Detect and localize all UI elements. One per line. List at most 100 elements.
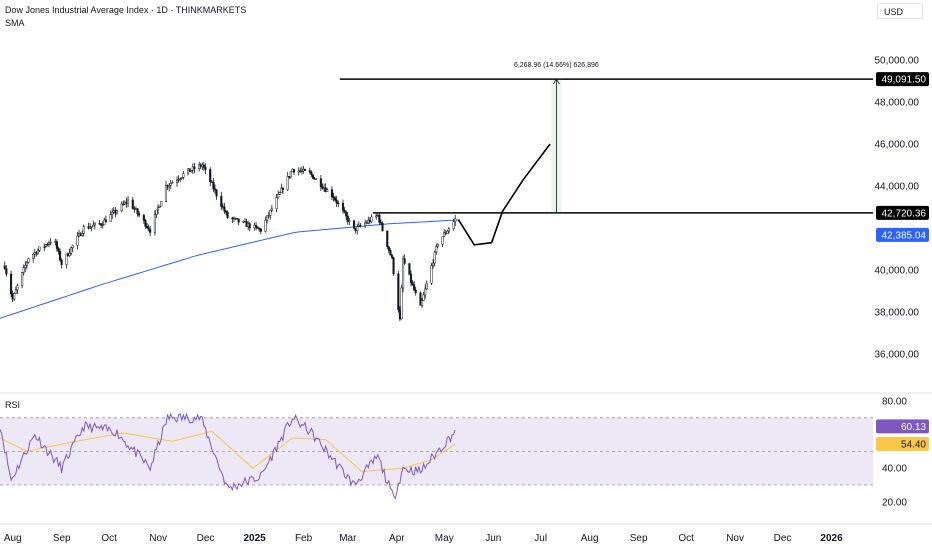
candle-body	[111, 211, 114, 215]
candle-body	[419, 292, 422, 306]
candle-body	[435, 245, 438, 253]
candle-body	[70, 247, 73, 254]
candle-body	[220, 195, 223, 207]
candle-body	[180, 177, 183, 179]
candle-body	[168, 185, 171, 188]
candle-body	[157, 207, 160, 211]
target-price-marker-bg	[876, 72, 929, 87]
rsi-ma-value-marker: 54.40	[901, 440, 926, 451]
candle-body	[389, 250, 392, 256]
candle-body	[454, 218, 457, 222]
rsi-band	[0, 417, 873, 485]
time-tick-label: Sep	[53, 533, 71, 544]
candle-body	[198, 164, 201, 170]
candle-body	[446, 230, 449, 234]
candle-body	[22, 267, 25, 273]
candle-body	[76, 235, 79, 246]
rsi-indicator-label[interactable]: RSI	[5, 400, 21, 410]
candle-body	[142, 215, 145, 221]
time-tick-label: Nov	[149, 533, 167, 544]
candle-body	[202, 164, 205, 168]
candle-body	[215, 189, 218, 197]
candle-body	[332, 196, 335, 199]
candle-body	[177, 179, 180, 181]
candle-body	[32, 253, 35, 259]
candle-body	[345, 211, 348, 217]
candle-body	[356, 226, 359, 232]
candle-body	[402, 258, 405, 289]
candle-body	[25, 262, 28, 266]
candle-body	[158, 205, 161, 208]
candle-body	[65, 253, 68, 265]
currency-selector[interactable]: USD	[877, 3, 923, 19]
candle-body	[341, 203, 345, 211]
candle-body	[270, 208, 273, 211]
candle-body	[364, 222, 367, 227]
candle-body	[60, 259, 63, 265]
candle-body	[182, 173, 185, 178]
candle-body	[21, 272, 24, 287]
time-tick-label: Jul	[534, 533, 547, 544]
candle-body	[188, 168, 191, 172]
time-tick-label: Sep	[630, 533, 648, 544]
time-tick-label: Aug	[4, 533, 22, 544]
candle-body	[24, 265, 27, 268]
sma-indicator-label[interactable]: SMA	[5, 18, 25, 28]
candle-body	[381, 222, 384, 232]
time-tick-label: Aug	[581, 533, 599, 544]
target-price-marker: 49,091.50	[882, 75, 927, 86]
candle-body	[27, 258, 30, 263]
candle-body	[190, 170, 193, 172]
rsi-line	[0, 412, 456, 500]
sma-price-marker-bg	[876, 227, 929, 242]
candle-body	[237, 218, 240, 223]
candle-body	[226, 211, 229, 219]
candle-body	[400, 287, 403, 320]
candle-body	[98, 222, 101, 225]
resistance-price-marker-bg	[876, 205, 929, 220]
candle-body	[144, 220, 147, 227]
candle-body	[43, 246, 46, 248]
candle-body	[425, 282, 428, 290]
projection-path[interactable]	[457, 143, 551, 246]
candle-body	[315, 178, 318, 180]
price-axis-ticks: 50,000.00 48,000.00 46,000.00 44,000.00 40,0…	[875, 56, 920, 361]
candle-body	[387, 246, 390, 251]
candle-body	[92, 224, 95, 227]
price-tick-label: 44,000.00	[875, 182, 920, 193]
candle-body	[13, 293, 16, 300]
candle-body	[175, 179, 179, 183]
candle-body	[433, 251, 436, 264]
price-tick-label: 48,000.00	[875, 98, 920, 109]
price-tick-label: 50,000.00	[875, 56, 920, 67]
rsi-tick-label: 40.00	[882, 464, 907, 475]
candle-body	[224, 210, 228, 213]
candle-body	[36, 250, 39, 255]
candle-body	[392, 257, 395, 274]
candle-body	[447, 228, 450, 232]
candle-body	[353, 220, 356, 229]
candle-body	[397, 273, 400, 311]
candle-body	[275, 197, 278, 210]
candle-body	[44, 244, 47, 247]
candle-body	[300, 170, 303, 172]
rsi-value-marker-bg	[876, 419, 929, 434]
time-tick-label: Mar	[339, 533, 357, 544]
candle-body	[443, 232, 446, 238]
candle-body	[266, 215, 269, 221]
sma-line	[0, 219, 459, 319]
candle-body	[413, 284, 416, 291]
drawing-layer[interactable]: 6,268.96 (14.66%) 626,896	[339, 62, 873, 246]
candle-body	[386, 230, 389, 247]
candle-body	[334, 197, 337, 201]
candle-body	[343, 210, 346, 213]
candle-body	[57, 248, 60, 252]
rsi-layer: 80.00 40.00 20.00	[0, 392, 932, 508]
rsi-tick-label: 80.00	[882, 397, 907, 408]
symbol-title[interactable]: Dow Jones Industrial Average Index · 1D …	[5, 5, 247, 15]
candle-body	[212, 181, 215, 190]
candle-body	[138, 213, 141, 216]
candle-body	[365, 222, 368, 224]
candle-body	[131, 199, 134, 209]
